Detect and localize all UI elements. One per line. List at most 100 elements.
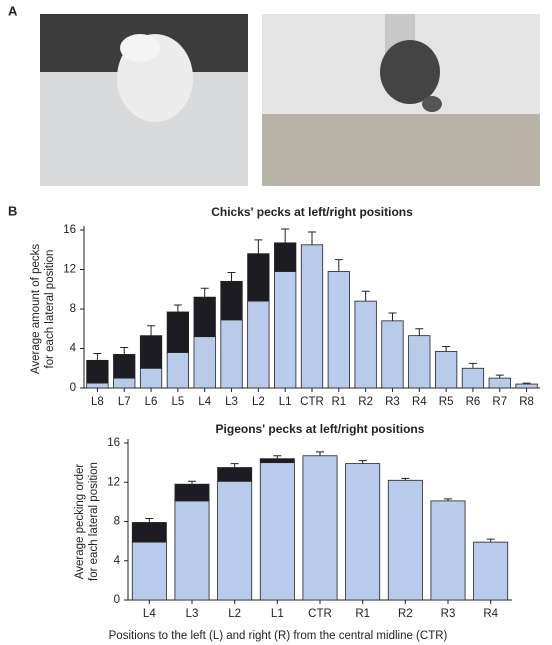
- error-bar: [281, 228, 290, 243]
- panel-label: A: [8, 3, 18, 18]
- bar-segment: [166, 311, 190, 353]
- x-tick-label: CTR: [300, 396, 324, 408]
- bar-segment: [174, 500, 210, 601]
- x-tick-label: R7: [492, 396, 507, 408]
- x-tick-label: R2: [398, 608, 413, 620]
- bar-segment: [86, 359, 109, 384]
- chart-title: Pigeons' pecks at left/right positions: [216, 422, 425, 436]
- error-bar: [145, 518, 154, 523]
- x-tick-label: R6: [466, 396, 481, 408]
- bar-segment: [461, 367, 485, 389]
- bar-segment: [381, 320, 404, 389]
- y-tick-label: 4: [70, 343, 77, 355]
- bar-segment: [131, 541, 167, 601]
- x-axis-label: Positions to the left (L) and right (R) …: [109, 630, 448, 642]
- bar-segment: [220, 280, 243, 321]
- x-tick-label: R5: [439, 396, 454, 408]
- x-tick-label: L1: [271, 608, 284, 620]
- error-bar: [120, 347, 129, 355]
- bar-segment: [488, 377, 511, 389]
- y-axis-label: Average amount of pecks: [30, 244, 42, 374]
- x-tick-label: R3: [441, 608, 456, 620]
- bar-segment: [139, 367, 163, 389]
- photo-pigeon: [262, 14, 540, 186]
- error-bar: [93, 352, 102, 361]
- x-tick-label: R8: [519, 396, 534, 408]
- x-tick-label: L3: [186, 608, 199, 620]
- error-bar: [334, 259, 343, 272]
- x-tick-label: L6: [145, 396, 158, 408]
- x-tick-label: L3: [225, 396, 238, 408]
- chart-title: Chicks' pecks at left/right positions: [211, 205, 413, 219]
- x-tick-label: L8: [91, 396, 104, 408]
- error-bar: [316, 451, 324, 456]
- x-tick-label: L5: [171, 396, 184, 408]
- bar-segment: [217, 480, 253, 601]
- bar-segment: [193, 336, 216, 389]
- bar-segment: [139, 335, 163, 369]
- bar-segment: [217, 467, 253, 482]
- error-bar: [254, 239, 263, 254]
- bar-segment: [174, 483, 210, 502]
- bar-segment: [345, 463, 381, 601]
- bar-segment: [327, 271, 350, 389]
- x-tick-label: L7: [118, 396, 131, 408]
- error-bar: [415, 328, 424, 336]
- y-tick-label: 12: [63, 264, 76, 276]
- error-bar: [444, 498, 452, 501]
- y-axis-label: for each lateral position: [88, 462, 100, 581]
- bar-segment: [247, 253, 270, 302]
- y-axis-label: for each lateral position: [44, 250, 56, 369]
- x-tick-label: L4: [198, 396, 211, 408]
- bar-segment: [259, 458, 295, 464]
- bar-segment: [274, 242, 297, 272]
- bar-segment: [193, 296, 216, 338]
- bar-segment: [434, 351, 458, 389]
- error-bar: [486, 538, 495, 543]
- x-tick-label: L4: [143, 608, 156, 620]
- error-bar: [200, 287, 209, 298]
- bar-segment: [274, 271, 297, 389]
- y-tick-label: 8: [114, 516, 120, 528]
- y-tick-label: 8: [70, 303, 76, 315]
- bar-segment: [259, 462, 295, 601]
- y-tick-label: 0: [70, 382, 76, 394]
- error-bar: [522, 382, 531, 385]
- x-tick-label: R4: [483, 608, 498, 620]
- bar-segment: [473, 541, 509, 601]
- error-bar: [308, 231, 316, 245]
- bar-segment: [166, 352, 190, 389]
- bar-segment: [220, 319, 243, 389]
- error-bar: [358, 460, 367, 464]
- error-bar: [495, 374, 504, 379]
- bar-segment: [113, 354, 136, 379]
- error-bar: [468, 362, 477, 369]
- error-bar: [188, 480, 196, 485]
- x-tick-label: R4: [412, 396, 427, 408]
- y-axis-label: Average pecking order: [74, 464, 86, 580]
- error-bar: [273, 455, 282, 459]
- error-bar: [230, 463, 239, 468]
- bar-segment: [387, 479, 423, 601]
- bar-segment: [300, 244, 324, 389]
- error-bar: [361, 290, 370, 302]
- bar-segment: [247, 300, 270, 389]
- bar-segment: [302, 455, 338, 601]
- y-tick-label: 12: [107, 476, 120, 488]
- error-bar: [147, 325, 156, 336]
- panel-label: B: [8, 203, 17, 218]
- bar-segment: [430, 500, 466, 601]
- x-tick-label: R1: [331, 396, 346, 408]
- x-tick-label: L1: [279, 396, 292, 408]
- error-bar: [388, 312, 397, 321]
- photo-rat: [40, 14, 248, 186]
- y-tick-label: 16: [63, 224, 76, 236]
- bar-segment: [515, 383, 538, 389]
- x-tick-label: R1: [355, 608, 370, 620]
- y-tick-label: 16: [107, 437, 120, 449]
- error-bar: [227, 271, 236, 282]
- bar-segment: [113, 377, 136, 389]
- error-bar: [442, 346, 451, 352]
